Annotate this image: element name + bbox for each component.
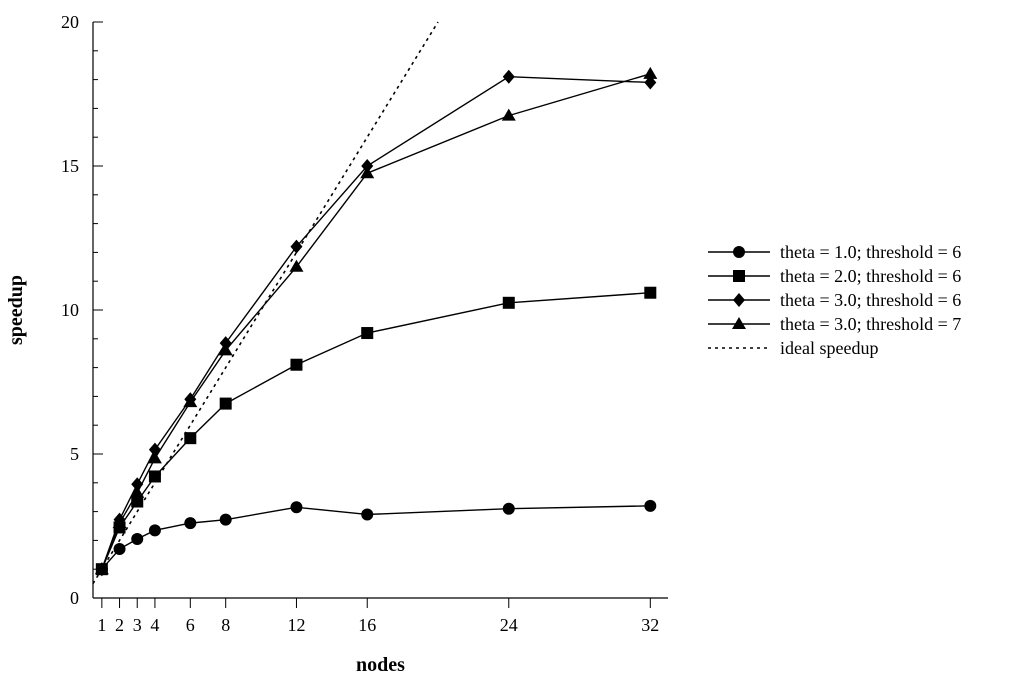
triangle-marker <box>360 166 375 179</box>
circle-marker <box>361 508 374 521</box>
y-tick-label: 0 <box>70 588 79 608</box>
legend-label: theta = 2.0; threshold = 6 <box>780 266 961 286</box>
legend-label: theta = 3.0; threshold = 7 <box>780 314 961 334</box>
series-triangle <box>94 66 658 575</box>
diamond-marker <box>290 239 303 254</box>
square-marker <box>733 270 745 282</box>
triangle-marker <box>94 562 109 575</box>
legend-entry: theta = 2.0; threshold = 6 <box>708 266 961 286</box>
legend-entry: ideal speedup <box>708 338 878 358</box>
circle-marker <box>184 517 197 530</box>
x-tick-label: 4 <box>150 615 159 635</box>
diamond-marker <box>502 69 515 84</box>
triangle-marker <box>183 395 198 408</box>
legend-entry: theta = 3.0; threshold = 6 <box>708 290 961 310</box>
x-tick-label: 6 <box>186 615 195 635</box>
triangle-marker <box>643 66 658 79</box>
circle-marker <box>148 524 161 537</box>
x-tick-label: 3 <box>133 615 142 635</box>
series-line <box>101 76 651 570</box>
series-layer <box>92 21 658 585</box>
series-line <box>101 505 651 570</box>
x-tick-label: 16 <box>358 615 376 635</box>
series-line <box>101 292 651 570</box>
diamond-marker <box>733 293 745 307</box>
circle-marker <box>733 246 745 258</box>
y-tick-label: 15 <box>61 156 79 176</box>
legend-label: theta = 3.0; threshold = 6 <box>780 290 961 310</box>
triangle-marker <box>112 516 127 529</box>
circle-marker <box>502 502 515 515</box>
x-tick-label: 1 <box>97 615 106 635</box>
x-tick-label: 8 <box>221 615 230 635</box>
diamond-marker <box>361 159 374 173</box>
diamond-marker <box>644 75 657 90</box>
triangle-marker <box>147 451 162 464</box>
legend: theta = 1.0; threshold = 6 theta = 2.0; t… <box>708 242 961 358</box>
triangle-marker <box>732 317 746 329</box>
square-marker <box>644 286 657 299</box>
series-diamond <box>95 69 657 577</box>
circle-marker <box>219 513 232 526</box>
y-tick-label: 5 <box>70 444 79 464</box>
legend-label: ideal speedup <box>780 338 878 358</box>
series-circle <box>95 499 657 576</box>
circle-marker <box>290 501 303 514</box>
ideal-speedup-line <box>92 21 439 585</box>
x-axis-title: nodes <box>356 654 405 676</box>
x-tick-label: 12 <box>287 615 305 635</box>
triangle-marker <box>501 108 516 121</box>
square-marker <box>502 296 515 309</box>
triangle-marker <box>218 343 233 356</box>
y-tick-label: 10 <box>61 300 79 320</box>
square-marker <box>290 358 303 371</box>
series-line <box>101 73 651 570</box>
square-marker <box>361 327 374 340</box>
y-tick-label: 20 <box>61 12 79 32</box>
circle-marker <box>131 532 144 545</box>
legend-label: theta = 1.0; threshold = 6 <box>780 242 961 262</box>
x-tick-label: 2 <box>115 615 124 635</box>
triangle-marker <box>130 485 145 498</box>
circle-marker <box>644 499 657 512</box>
legend-entry: theta = 3.0; threshold = 7 <box>708 314 961 334</box>
square-marker <box>184 432 197 445</box>
circle-marker <box>113 543 126 556</box>
square-marker <box>148 470 161 483</box>
x-tick-label: 24 <box>500 615 518 635</box>
series-square <box>95 286 657 576</box>
x-tick-label: 32 <box>641 615 659 635</box>
series-none <box>92 21 439 585</box>
triangle-marker <box>289 259 304 272</box>
legend-entry: theta = 1.0; threshold = 6 <box>708 242 961 262</box>
square-marker <box>219 397 232 410</box>
y-axis-title: speedup <box>5 275 27 345</box>
